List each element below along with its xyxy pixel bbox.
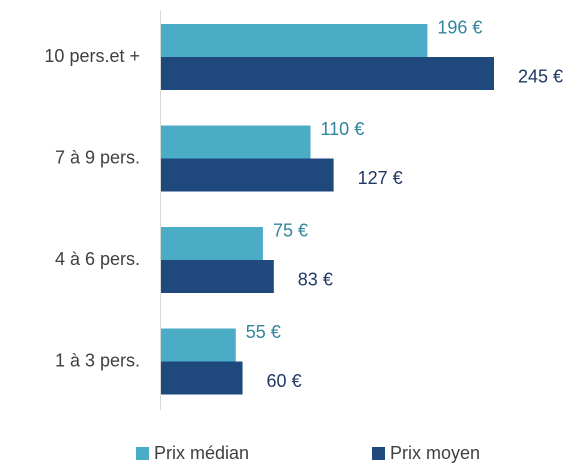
bar xyxy=(161,260,274,293)
legend-swatch xyxy=(372,447,385,460)
category-label: 4 à 6 pers. xyxy=(55,249,140,269)
bar xyxy=(161,158,334,192)
bar xyxy=(161,57,494,90)
value-label: 245 € xyxy=(518,66,563,86)
value-label: 110 € xyxy=(321,119,365,139)
bar xyxy=(161,227,263,260)
value-label: 196 € xyxy=(437,17,482,37)
category-label: 1 à 3 pers. xyxy=(55,350,140,370)
value-label: 127 € xyxy=(358,168,403,188)
value-label: 55 € xyxy=(246,322,281,342)
bar xyxy=(161,328,236,362)
bar xyxy=(161,361,243,395)
value-label: 75 € xyxy=(273,220,308,240)
legend-swatch xyxy=(136,447,149,460)
bar xyxy=(161,125,311,159)
value-label: 83 € xyxy=(298,269,333,289)
value-label: 60 € xyxy=(267,371,302,391)
category-label: 7 à 9 pers. xyxy=(55,147,140,167)
bar xyxy=(161,24,428,57)
category-label: 10 pers.et + xyxy=(44,46,140,66)
legend-label: Prix moyen xyxy=(390,443,480,463)
legend-label: Prix médian xyxy=(154,443,249,463)
